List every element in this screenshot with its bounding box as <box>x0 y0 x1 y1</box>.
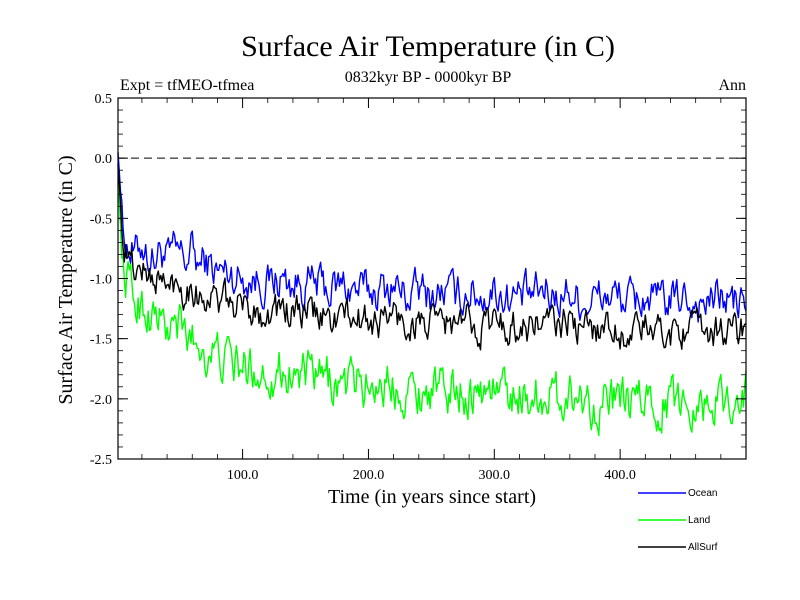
y-tick-label: -1.0 <box>90 273 112 288</box>
series-line-ocean <box>117 152 747 323</box>
y-tick-label: -1.5 <box>90 333 112 348</box>
series-line-allsurf <box>117 164 747 351</box>
legend-item-allsurf: AllSurf <box>638 542 718 553</box>
y-tick-label: 0.0 <box>95 152 113 167</box>
y-tick-label: -2.5 <box>90 453 112 468</box>
legend-label-ocean: Ocean <box>688 488 717 499</box>
chart-subtitle: 0832kyr BP - 0000kyr BP <box>345 69 512 86</box>
legend-label-allsurf: AllSurf <box>688 542 718 553</box>
series-layer <box>117 152 747 437</box>
legend-item-ocean: Ocean <box>638 488 717 499</box>
y-tick-label: -0.5 <box>90 212 112 227</box>
tick-layer: 0.5 0.0 -0.5 -1.0 -1.5 -2.0 -2.5 100.0 200.0 300.… <box>90 92 746 483</box>
x-tick-label: 400.0 <box>604 468 636 483</box>
y-tick-label: -2.0 <box>90 393 112 408</box>
x-tick-label: 100.0 <box>227 468 259 483</box>
y-axis-label: Surface Air Temperature (in C) <box>55 155 77 404</box>
x-axis-label: Time (in years since start) <box>328 486 536 508</box>
legend-label-land: Land <box>688 515 710 526</box>
series-line-land <box>117 182 747 437</box>
y-tick-label: 0.5 <box>95 92 113 107</box>
legend-item-land: Land <box>638 515 710 526</box>
legend: Ocean Land AllSurf <box>638 488 718 553</box>
x-tick-label: 200.0 <box>353 468 385 483</box>
chart-period-label: Ann <box>718 77 746 94</box>
chart-expt-label: Expt = tfMEO-tfmea <box>120 77 254 94</box>
x-tick-label: 300.0 <box>479 468 511 483</box>
chart-title: Surface Air Temperature (in C) <box>241 30 615 63</box>
